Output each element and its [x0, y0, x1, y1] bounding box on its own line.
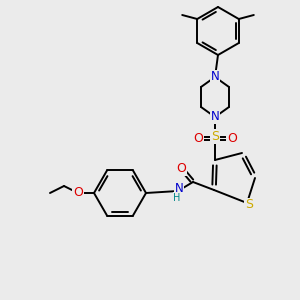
Text: N: N: [211, 110, 219, 124]
Text: O: O: [193, 131, 203, 145]
Text: H: H: [173, 193, 181, 203]
Text: N: N: [175, 182, 183, 196]
Text: S: S: [245, 199, 253, 212]
Text: S: S: [211, 130, 219, 142]
Text: O: O: [227, 131, 237, 145]
Text: O: O: [73, 187, 83, 200]
Text: O: O: [176, 161, 186, 175]
Text: N: N: [211, 70, 219, 83]
